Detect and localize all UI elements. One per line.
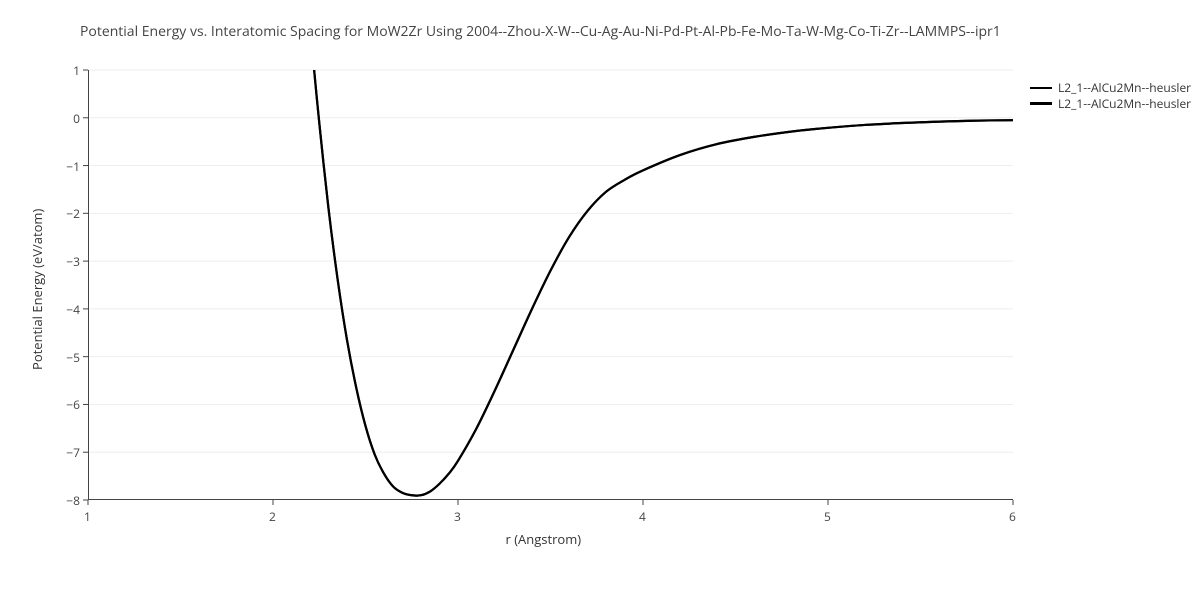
x-tick-label: 3 [454,508,461,525]
y-tick-label: −5 [66,349,80,366]
y-tick-label: 0 [73,110,80,127]
y-tick-label: 1 [73,62,80,79]
legend-label: L2_1--AlCu2Mn--heusler [1058,80,1191,96]
legend-label: L2_1--AlCu2Mn--heusler [1058,96,1191,112]
x-tick-label: 1 [84,508,91,525]
chart-title: Potential Energy vs. Interatomic Spacing… [80,22,1001,41]
legend-swatch [1030,87,1052,90]
x-tick-label: 6 [1009,508,1016,525]
legend-item[interactable]: L2_1--AlCu2Mn--heusler [1030,96,1191,112]
y-tick-label: −1 [66,158,80,175]
legend-item[interactable]: L2_1--AlCu2Mn--heusler [1030,80,1191,96]
y-axis-label: Potential Energy (eV/atom) [28,209,46,370]
y-tick-label: −7 [66,444,80,461]
chart-container: { "chart": { "type": "line", "title": "P… [0,0,1200,600]
series-line [312,46,1013,496]
legend: L2_1--AlCu2Mn--heuslerL2_1--AlCu2Mn--heu… [1030,80,1191,111]
y-tick-label: −8 [66,492,80,509]
legend-swatch [1030,102,1052,105]
series-line [312,46,1013,496]
y-tick-label: −3 [66,253,80,270]
plot-area [88,70,1015,502]
x-tick-label: 4 [639,508,646,525]
y-tick-label: −4 [66,301,80,318]
y-tick-label: −2 [66,205,80,222]
x-axis-label: r (Angstrom) [506,530,582,548]
y-tick-label: −6 [66,396,80,413]
x-tick-label: 2 [269,508,276,525]
x-tick-label: 5 [824,508,831,525]
